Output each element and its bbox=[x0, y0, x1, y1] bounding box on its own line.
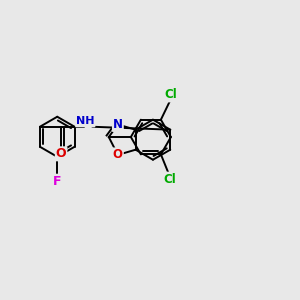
Text: F: F bbox=[53, 175, 61, 188]
Text: NH: NH bbox=[76, 116, 94, 126]
Text: Cl: Cl bbox=[164, 88, 177, 101]
Text: Cl: Cl bbox=[163, 172, 176, 186]
Text: O: O bbox=[113, 148, 123, 161]
Text: N: N bbox=[113, 118, 123, 131]
Text: O: O bbox=[56, 147, 66, 160]
